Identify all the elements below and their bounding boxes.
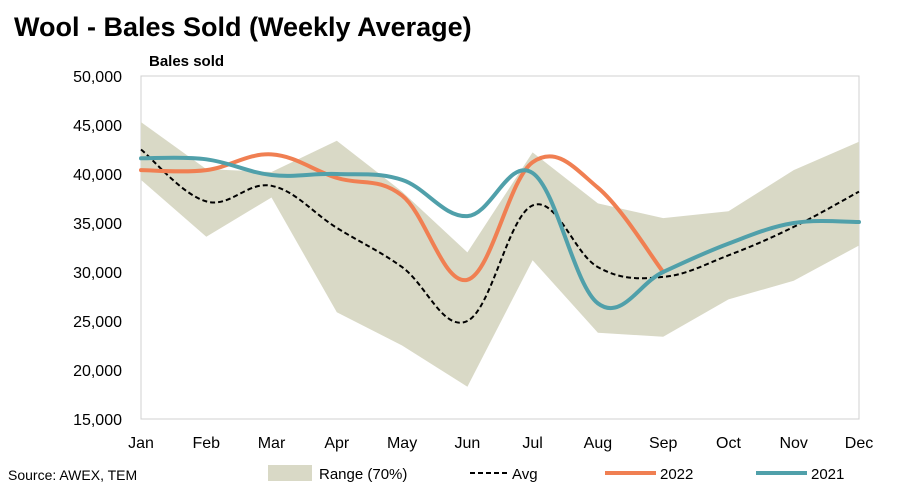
y-axis-title: Bales sold [149, 53, 224, 70]
x-tick-label: Jun [455, 435, 481, 452]
series-layer [139, 148, 861, 324]
legend-label-2021: 2021 [811, 466, 844, 483]
series-line-2021 [139, 155, 861, 311]
x-tick-label: Sep [649, 435, 678, 452]
source-note: Source: AWEX, TEM [8, 467, 138, 483]
axes-layer: 15,000 20,000 25,000 30,000 35,000 40,000 45,0… [73, 53, 873, 452]
x-tick-label: Mar [258, 435, 286, 452]
legend-label-2022: 2022 [660, 466, 693, 483]
x-tick-label: May [387, 435, 417, 452]
series-line-2022 [139, 152, 666, 282]
chart-title: Wool - Bales Sold (Weekly Average) [14, 12, 472, 42]
y-tick-label: 20,000 [73, 363, 122, 380]
y-tick-label: 30,000 [73, 265, 122, 282]
legend: Range (70%) Avg 2022 2021 [268, 465, 844, 483]
y-tick-label: 15,000 [73, 412, 122, 429]
x-tick-label: Nov [779, 435, 807, 452]
series-line-avg [140, 148, 860, 324]
y-tick-label: 40,000 [73, 167, 122, 184]
legend-label-range: Range (70%) [319, 466, 407, 483]
range-band-layer [141, 122, 859, 387]
x-tick-label: Apr [324, 435, 350, 452]
range-band [141, 122, 859, 387]
x-tick-label: Oct [716, 435, 741, 452]
y-tick-label: 35,000 [73, 216, 122, 233]
y-tick-label: 45,000 [73, 118, 122, 135]
y-tick-label: 25,000 [73, 314, 122, 331]
x-tick-label: Feb [193, 435, 221, 452]
legend-label-avg: Avg [512, 466, 538, 483]
x-tick-label: Aug [584, 435, 612, 452]
x-tick-label: Jan [128, 435, 154, 452]
x-tick-label: Jul [522, 435, 542, 452]
legend-swatch-range [268, 465, 312, 481]
x-tick-label: Dec [845, 435, 873, 452]
y-tick-label: 50,000 [73, 69, 122, 86]
